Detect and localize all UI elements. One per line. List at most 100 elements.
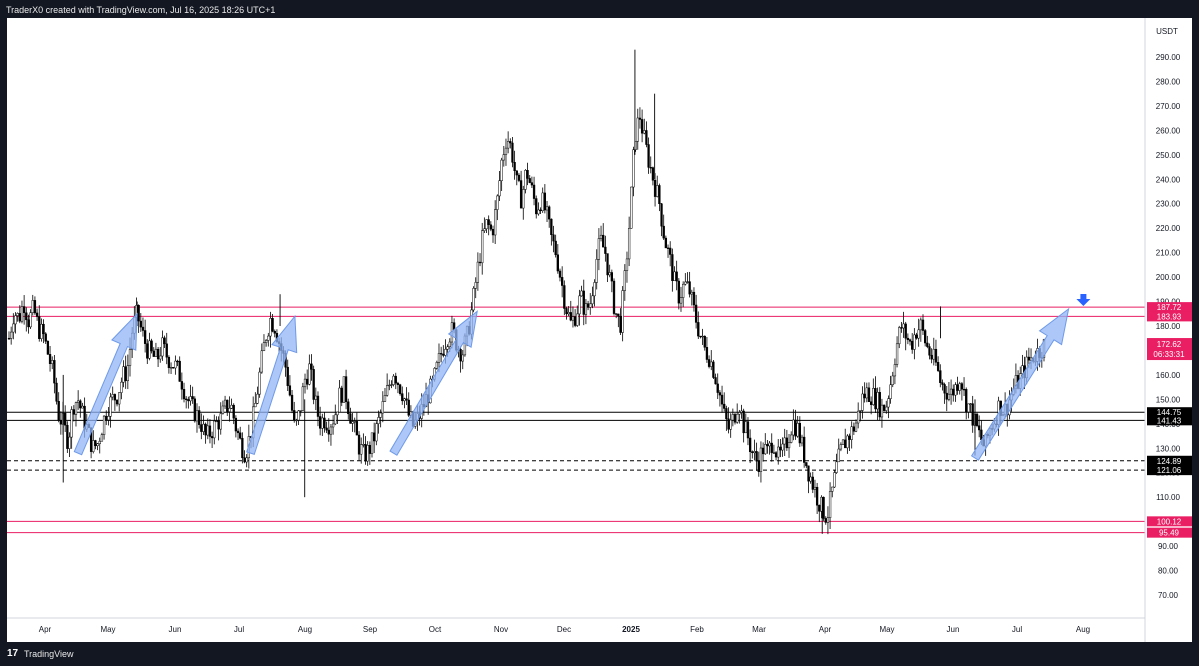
candle xyxy=(236,428,240,440)
trend-arrow-2 xyxy=(389,310,478,456)
chart-background xyxy=(7,18,1192,642)
candle xyxy=(407,392,410,418)
candle xyxy=(202,415,205,435)
candle xyxy=(303,373,307,394)
candle xyxy=(46,340,50,355)
candle xyxy=(511,137,514,168)
candle xyxy=(141,317,145,337)
svg-text:187.72: 187.72 xyxy=(1157,303,1182,312)
candle xyxy=(189,384,192,406)
candle xyxy=(954,382,957,402)
candle xyxy=(965,387,968,420)
candle xyxy=(874,376,877,414)
candle xyxy=(394,372,397,390)
candle xyxy=(176,359,179,367)
x-tick-label: Jun xyxy=(947,625,960,634)
candle xyxy=(878,387,881,421)
candle xyxy=(833,470,836,488)
candle xyxy=(256,386,259,405)
candle xyxy=(539,207,542,215)
candle xyxy=(156,346,160,368)
candle xyxy=(7,331,11,340)
candle xyxy=(59,411,63,435)
candle xyxy=(306,369,309,390)
candle xyxy=(975,412,979,428)
candle xyxy=(699,335,702,339)
candle xyxy=(716,373,719,400)
candle xyxy=(325,421,328,434)
candle xyxy=(174,355,177,375)
candle xyxy=(535,195,538,219)
candle xyxy=(828,482,832,529)
x-tick-label: Apr xyxy=(819,625,832,634)
candle xyxy=(318,406,322,436)
candle xyxy=(947,382,951,402)
candle xyxy=(522,185,525,220)
candle xyxy=(604,235,607,262)
candle xyxy=(774,451,778,461)
candle xyxy=(159,346,162,363)
candle xyxy=(580,285,583,297)
candle xyxy=(217,416,220,441)
candle xyxy=(301,382,305,411)
candle xyxy=(913,328,916,360)
candle xyxy=(621,286,624,342)
candle xyxy=(848,433,851,451)
candle xyxy=(902,311,905,338)
candle xyxy=(688,271,691,298)
candle xyxy=(92,430,95,454)
candle xyxy=(258,367,261,398)
chart-area[interactable]: USDT 70.0080.0090.00100.00110.00120.0013… xyxy=(7,18,1192,642)
candle xyxy=(390,380,393,389)
candle xyxy=(297,410,300,425)
candle xyxy=(96,442,99,451)
candle xyxy=(960,382,964,401)
svg-text:121.06: 121.06 xyxy=(1157,466,1182,475)
candle xyxy=(51,356,54,370)
candle xyxy=(210,431,214,448)
candle xyxy=(589,293,592,315)
candle xyxy=(38,305,41,342)
candle xyxy=(798,416,801,447)
candle xyxy=(824,516,827,525)
candle xyxy=(403,397,406,409)
candle xyxy=(191,386,194,404)
candle xyxy=(64,405,67,432)
candle xyxy=(392,374,395,387)
candle xyxy=(35,308,39,321)
candle xyxy=(846,434,849,454)
candle xyxy=(489,221,492,232)
y-tick-label: 220.00 xyxy=(1156,224,1181,233)
level-label-183.93: 183.93 xyxy=(1147,311,1192,322)
svg-text:95.49: 95.49 xyxy=(1159,529,1180,538)
candle xyxy=(906,333,910,345)
candle xyxy=(442,345,445,358)
candle xyxy=(137,304,140,333)
candle xyxy=(228,396,231,422)
candle xyxy=(496,194,499,221)
candle xyxy=(476,252,480,291)
y-tick-label: 260.00 xyxy=(1156,126,1181,135)
svg-text:141.43: 141.43 xyxy=(1157,416,1182,425)
candle xyxy=(528,174,531,184)
candle xyxy=(102,415,106,440)
level-label-100.12: 100.12 xyxy=(1147,516,1192,527)
candle xyxy=(839,442,843,452)
candle xyxy=(813,479,817,498)
candle xyxy=(323,412,326,433)
candle xyxy=(232,403,235,425)
candle xyxy=(811,471,814,494)
candle xyxy=(31,294,34,316)
candle xyxy=(701,328,704,345)
candle xyxy=(105,410,108,426)
candle xyxy=(193,396,196,423)
x-tick-label: May xyxy=(100,625,115,634)
price-chart[interactable]: USDT 70.0080.0090.00100.00110.00120.0013… xyxy=(7,18,1192,642)
candle xyxy=(591,286,594,309)
candle xyxy=(682,281,685,308)
candle xyxy=(373,422,376,454)
y-tick-label: 150.00 xyxy=(1156,395,1181,404)
candle xyxy=(863,382,866,403)
candle xyxy=(723,392,726,412)
